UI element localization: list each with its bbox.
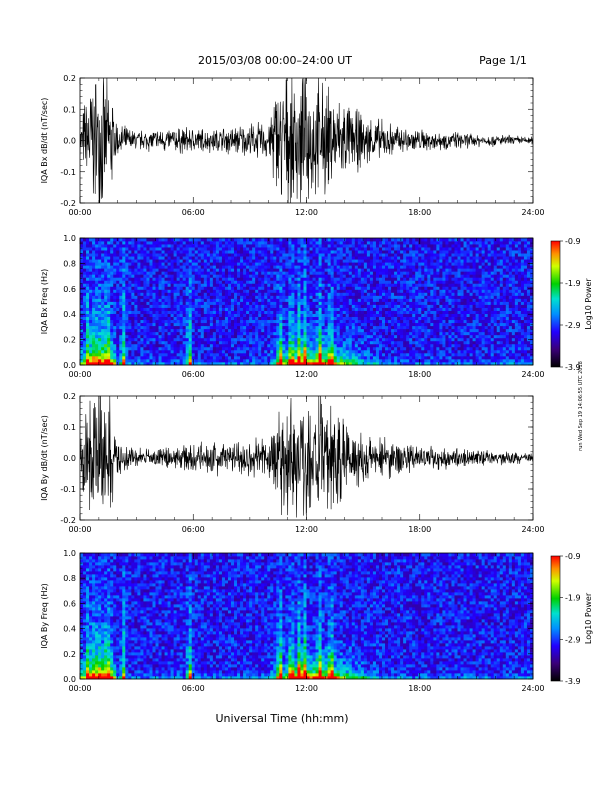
y-tick-label: -0.1 bbox=[60, 485, 76, 494]
x-tick-label: 06:00 bbox=[182, 684, 205, 693]
y-tick-label: 0.0 bbox=[63, 137, 76, 146]
panels: -0.2 -0.1 0.0 0.1 0.2 00:00 06:00 12:00 18:00 24:… bbox=[40, 74, 593, 693]
x-tick-label: 18:00 bbox=[408, 684, 431, 693]
colorbar-tick-label: -1.9 bbox=[565, 279, 581, 288]
y-tick-label: 0.0 bbox=[63, 454, 76, 463]
x-tick-label: 06:00 bbox=[182, 525, 205, 534]
y-tick-label: -0.2 bbox=[60, 516, 76, 525]
y-tick-label: 0.0 bbox=[63, 675, 76, 684]
colorbar-tick-label: -2.9 bbox=[565, 321, 581, 330]
y-tick-label: 1.0 bbox=[63, 549, 76, 558]
x-tick-label: 00:00 bbox=[68, 370, 91, 379]
global-xlabel: Universal Time (hh:mm) bbox=[216, 712, 349, 725]
y-tick-label: 0.6 bbox=[63, 285, 76, 294]
x-tick-label: 24:00 bbox=[521, 208, 544, 217]
panel-4: -0.9 -1.9 -2.9 -3.9 Log10 Power 0.0 0.2 0.4 0.6 0… bbox=[40, 549, 593, 693]
x-tick-label: 00:00 bbox=[68, 684, 91, 693]
x-tick-label: 18:00 bbox=[408, 208, 431, 217]
panel-1: -0.2 -0.1 0.0 0.1 0.2 00:00 06:00 12:00 18:00 24:… bbox=[40, 74, 545, 217]
x-tick-label: 24:00 bbox=[521, 525, 544, 534]
x-tick-label: 24:00 bbox=[521, 370, 544, 379]
panel-2: -0.9 -1.9 -2.9 -3.9 Log10 Power 0.0 0.2 0.4 0.6 0… bbox=[40, 234, 593, 379]
colorbar: -0.9 -1.9 -2.9 -3.9 Log10 Power bbox=[550, 552, 593, 686]
x-tick-label: 12:00 bbox=[295, 370, 318, 379]
y-tick-label: 0.0 bbox=[63, 361, 76, 370]
colorbar-tick-label: -2.9 bbox=[565, 635, 581, 644]
run-timestamp: run Wed Sep 19 14:06:55 UTC 2018 bbox=[578, 361, 584, 451]
spectrogram bbox=[80, 238, 534, 366]
y-tick-label: 0.1 bbox=[63, 423, 76, 432]
series-line bbox=[80, 396, 533, 518]
y-tick-label: 0.2 bbox=[63, 392, 76, 401]
colorbar-tick-label: -0.9 bbox=[565, 552, 581, 561]
y-axis-label: IQA By dB/dt (nT/sec) bbox=[40, 415, 49, 501]
colorbar: -0.9 -1.9 -2.9 -3.9 Log10 Power bbox=[550, 237, 593, 372]
y-tick-label: -0.1 bbox=[60, 168, 76, 177]
y-tick-label: 0.8 bbox=[63, 259, 76, 268]
y-axis-label: IQA By Freq (Hz) bbox=[40, 583, 49, 649]
x-tick-label: 18:00 bbox=[408, 525, 431, 534]
x-tick-label: 12:00 bbox=[295, 208, 318, 217]
y-tick-label: -0.2 bbox=[60, 199, 76, 208]
y-tick-label: 0.4 bbox=[63, 310, 76, 319]
x-tick-label: 00:00 bbox=[68, 208, 91, 217]
y-tick-label: 0.2 bbox=[63, 650, 76, 659]
y-tick-label: 0.1 bbox=[63, 105, 76, 114]
figure-title: 2015/03/08 00:00–24:00 UT bbox=[198, 54, 352, 67]
colorbar-label: Log10 Power bbox=[584, 592, 593, 644]
y-tick-label: 0.2 bbox=[63, 336, 76, 345]
panel-3: -0.2 -0.1 0.0 0.1 0.2 00:00 06:00 12:00 18:00 24:… bbox=[40, 392, 545, 534]
x-tick-label: 06:00 bbox=[182, 208, 205, 217]
y-tick-label: 0.6 bbox=[63, 599, 76, 608]
page-label: Page 1/1 bbox=[479, 54, 527, 67]
x-tick-label: 24:00 bbox=[521, 684, 544, 693]
y-axis-label: IQA Bx dB/dt (nT/sec) bbox=[40, 98, 49, 184]
y-axis-label: IQA Bx Freq (Hz) bbox=[40, 269, 49, 335]
x-tick-label: 12:00 bbox=[295, 525, 318, 534]
x-tick-label: 06:00 bbox=[182, 370, 205, 379]
y-tick-label: 1.0 bbox=[63, 234, 76, 243]
x-tick-label: 18:00 bbox=[408, 370, 431, 379]
colorbar-tick-label: -0.9 bbox=[565, 237, 581, 246]
colorbar-label: Log10 Power bbox=[584, 278, 593, 330]
series-line bbox=[80, 78, 533, 203]
y-tick-label: 0.2 bbox=[63, 74, 76, 83]
x-tick-label: 12:00 bbox=[295, 684, 318, 693]
x-tick-label: 00:00 bbox=[68, 525, 91, 534]
spectrogram bbox=[80, 553, 534, 680]
colorbar-tick-label: -3.9 bbox=[565, 363, 581, 372]
colorbar-tick-label: -1.9 bbox=[565, 594, 581, 603]
colorbar-tick-label: -3.9 bbox=[565, 677, 581, 686]
y-tick-label: 0.4 bbox=[63, 625, 76, 634]
y-tick-label: 0.8 bbox=[63, 574, 76, 583]
